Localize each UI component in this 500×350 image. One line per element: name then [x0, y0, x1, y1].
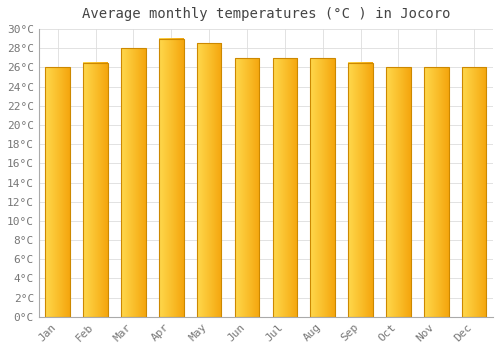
Bar	[310, 58, 335, 317]
Bar	[462, 68, 486, 317]
Bar	[121, 48, 146, 317]
Bar	[234, 58, 260, 317]
Title: Average monthly temperatures (°C ) in Jocoro: Average monthly temperatures (°C ) in Jo…	[82, 7, 450, 21]
Bar	[386, 68, 410, 317]
Bar	[424, 68, 448, 317]
Bar	[348, 63, 373, 317]
Bar	[84, 63, 108, 317]
Bar	[46, 68, 70, 317]
Bar	[159, 38, 184, 317]
Bar	[272, 58, 297, 317]
Bar	[197, 43, 222, 317]
